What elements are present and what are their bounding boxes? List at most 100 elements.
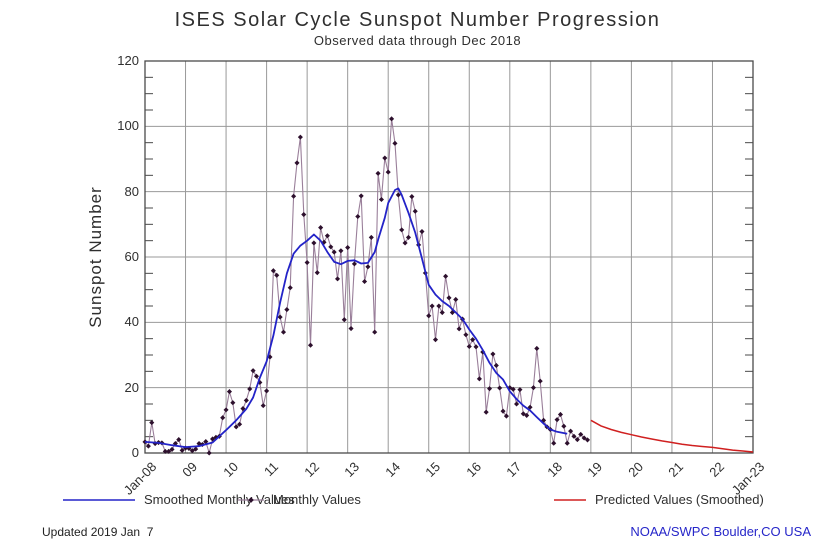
monthly-data-point [432,337,439,343]
monthly-data-point [584,437,591,443]
monthly-data-point [237,421,243,427]
monthly-data-point [345,244,351,251]
y-tick-label: 0 [131,445,139,460]
monthly-data-point [318,225,324,231]
monthly-data-point [226,389,232,395]
monthly-data-point [294,160,300,166]
monthly-data-point [274,272,280,278]
smoothed-line-sample-icon [63,498,135,501]
monthly-data-point [314,270,320,276]
monthly-data-point [378,196,384,203]
monthly-data-point [291,193,297,199]
monthly-data-point [243,397,249,403]
monthly-data-point [162,448,168,454]
monthly-data-point [375,170,381,176]
monthly-data-point [486,386,493,392]
credit-text: NOAA/SWPC Boulder,CO USA [630,524,811,539]
y-tick-label: 80 [124,183,139,199]
monthly-data-point [247,386,253,392]
monthly-data-point [331,249,337,255]
monthly-data-point [277,314,283,320]
plot-frame [144,60,754,454]
chart-title: ISES Solar Cycle Sunspot Number Progress… [174,9,661,31]
monthly-data-point [284,307,290,313]
y-tick-label: 40 [124,314,139,330]
monthly-data-point [473,344,479,350]
monthly-data-point [382,155,388,161]
legend-monthly: Monthly Values [237,491,361,507]
monthly-data-point [206,450,212,456]
monthly-data-point [446,295,452,301]
monthly-data-point [581,435,587,441]
monthly-data-point [230,400,236,406]
monthly-data-point [389,116,395,122]
monthly-data-point [355,213,361,220]
monthly-data-point [334,276,341,282]
monthly-data-point [341,317,347,323]
monthly-data-point [348,325,354,332]
monthly-data-point [443,273,449,279]
monthly-data-point [405,234,412,240]
monthly-data-point [561,423,567,429]
monthly-data-point [514,401,520,407]
monthly-data-point [193,446,199,452]
monthly-data-point [466,343,472,350]
legend-smoothed-label: Smoothed Monthly Values [144,492,295,508]
monthly-data-point [304,260,310,266]
monthly-data-point [280,329,287,335]
monthly-data-point [223,407,229,413]
monthly-data-point [166,448,172,454]
monthly-data-point [362,278,368,285]
monthly-data-point [574,437,580,443]
monthly-data-point [351,261,357,267]
monthly-data-point [497,385,503,391]
monthly-data-point [483,409,489,415]
monthly-data-point [297,134,303,140]
monthly-data-point [402,240,408,246]
monthly-data-point [176,437,182,443]
legend-smoothed: Smoothed Monthly Values [62,491,295,507]
monthly-data-point [372,329,378,335]
monthly-data-point [264,388,270,394]
monthly-data-point [220,415,226,421]
monthly-data-point [399,227,405,233]
y-tick-label: 120 [117,53,139,68]
monthly-data-point [142,439,148,445]
y-tick-label: 60 [124,249,139,264]
monthly-data-point [203,439,209,445]
monthly-data-point [385,169,391,175]
monthly-data-point [233,424,239,430]
monthly-data-point [149,420,155,426]
monthly-data-point [476,376,482,382]
monthly-data-point [571,433,577,439]
monthly-line-sample-icon [238,496,264,503]
monthly-data-point [537,378,543,384]
monthly-data-point [530,385,536,391]
monthly-data-point [551,440,557,446]
monthly-data-point [426,313,432,319]
monthly-data-point [510,386,516,392]
monthly-data-point [145,443,151,449]
monthly-data-point [392,140,398,146]
monthly-data-point [564,440,570,446]
monthly-data-point [500,408,506,414]
updated-timestamp: Updated 2019 Jan 7 [42,525,154,539]
y-tick-label: 20 [124,379,139,395]
monthly-data-point [490,351,496,357]
monthly-data-point [169,446,175,452]
monthly-data-point [253,373,260,379]
monthly-data-point [436,303,442,309]
monthly-data-point [453,296,459,303]
monthly-data-point [260,403,266,409]
monthly-data-point [368,234,374,240]
monthly-data-point [419,228,425,235]
smoothed-series [144,187,568,449]
monthly-data-point [409,194,415,200]
chart-subtitle: Observed data through Dec 2018 [313,33,522,48]
monthly-data-point [287,285,293,291]
monthly-data-point [358,193,364,199]
monthly-data-point [270,268,276,274]
monthly-data-point [439,309,445,316]
monthly-data-point [557,411,564,417]
predicted-series [590,419,754,453]
